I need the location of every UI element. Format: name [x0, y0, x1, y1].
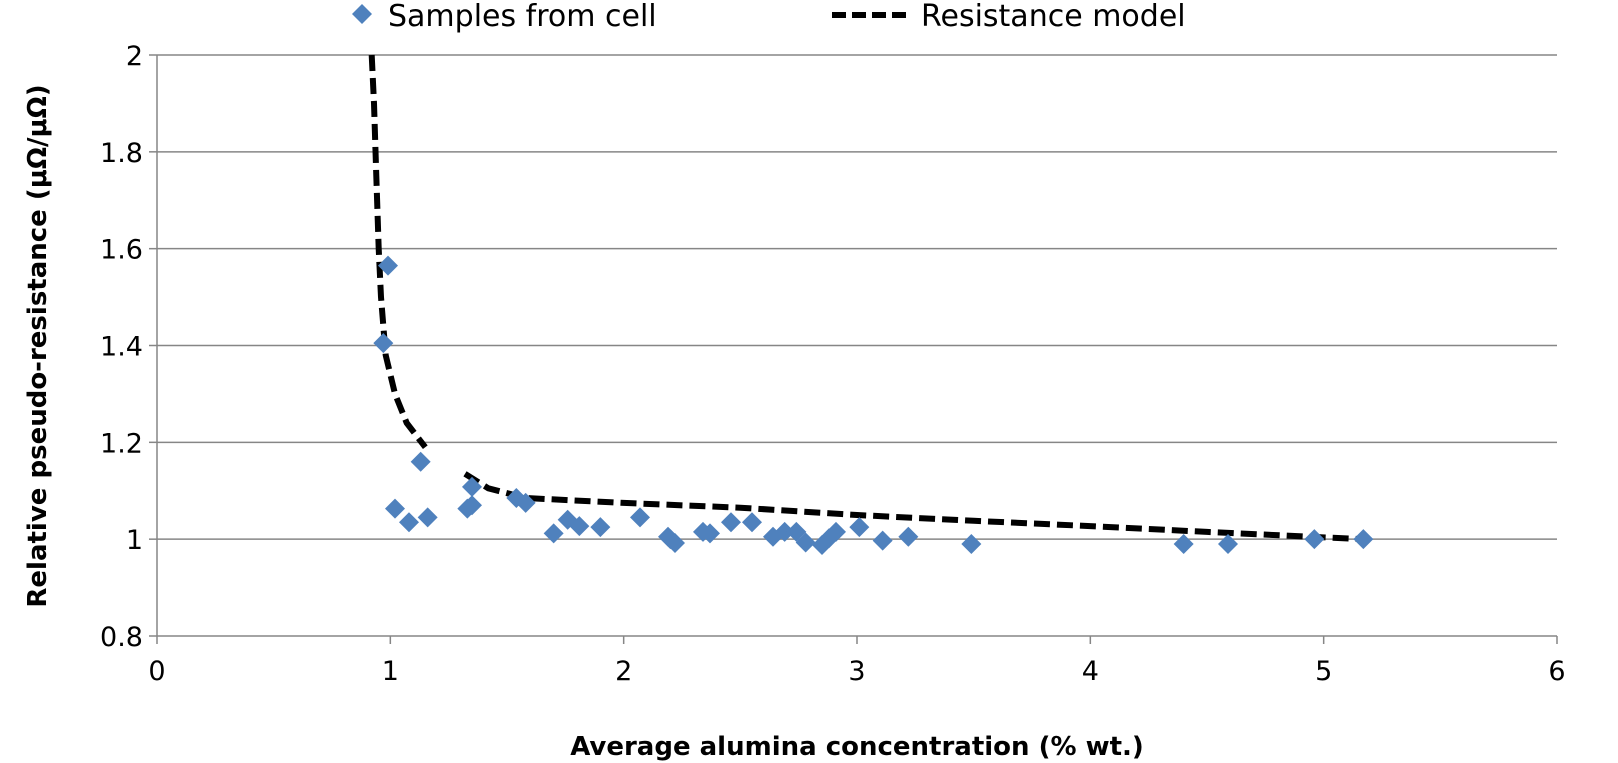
gridlines: [157, 54, 1557, 540]
resistance-model-line: [368, 54, 1364, 543]
data-point: [721, 512, 741, 533]
x-tick-labels: 0 1 2 3 4 5 6: [148, 656, 1565, 687]
y-tick-label: 1.6: [100, 235, 143, 266]
data-point: [872, 530, 893, 551]
y-tick-label: 1.4: [100, 332, 143, 363]
data-point: [385, 498, 405, 519]
y-tick-label: 1: [126, 525, 143, 556]
legend-marker-samples: [352, 4, 372, 24]
data-point: [1353, 529, 1374, 550]
data-point: [1218, 534, 1238, 555]
data-point: [665, 533, 685, 554]
y-tick-label: 1.2: [100, 428, 143, 459]
sample-points: [373, 255, 1374, 555]
legend: Samples from cell Resistance model: [352, 0, 1186, 34]
x-tick-label: 2: [615, 656, 632, 687]
axes: [149, 54, 1558, 644]
model-line-segment: [463, 471, 1364, 543]
data-point: [569, 516, 590, 537]
data-point: [898, 526, 919, 547]
legend-label-samples: Samples from cell: [388, 0, 657, 34]
data-point: [373, 333, 394, 354]
x-axis-title: Average alumina concentration (% wt.): [570, 732, 1144, 762]
y-tick-label: 1.8: [100, 138, 143, 169]
data-point: [417, 507, 438, 528]
x-tick-label: 0: [148, 656, 165, 687]
data-point: [462, 495, 482, 516]
x-tick-label: 3: [848, 656, 865, 687]
y-tick-labels: 0.8 1 1.2 1.4 1.6 1.8 2: [100, 41, 143, 653]
data-point: [543, 523, 564, 544]
data-point: [700, 523, 720, 544]
data-point: [849, 517, 870, 538]
data-point: [462, 476, 482, 497]
data-point: [774, 521, 795, 542]
data-point: [630, 507, 650, 528]
model-line-segment: [368, 54, 428, 450]
data-point: [742, 512, 762, 533]
y-tick-label: 2: [126, 41, 143, 72]
legend-label-model: Resistance model: [921, 0, 1186, 34]
x-tick-label: 6: [1548, 656, 1565, 687]
data-point: [399, 512, 419, 533]
data-point: [795, 532, 816, 553]
y-axis-title: Relative pseudo-resistance (μΩ/μΩ): [23, 84, 53, 607]
x-tick-label: 1: [382, 656, 399, 687]
data-point: [826, 521, 846, 542]
x-tick-label: 5: [1315, 656, 1332, 687]
y-tick-label: 0.8: [100, 622, 143, 653]
data-point: [590, 517, 611, 538]
data-point: [961, 534, 982, 555]
x-tick-label: 4: [1082, 656, 1099, 687]
data-point: [410, 451, 431, 472]
data-point: [515, 492, 536, 513]
data-point: [378, 255, 398, 276]
data-point: [1304, 529, 1325, 550]
data-point: [1173, 534, 1194, 555]
